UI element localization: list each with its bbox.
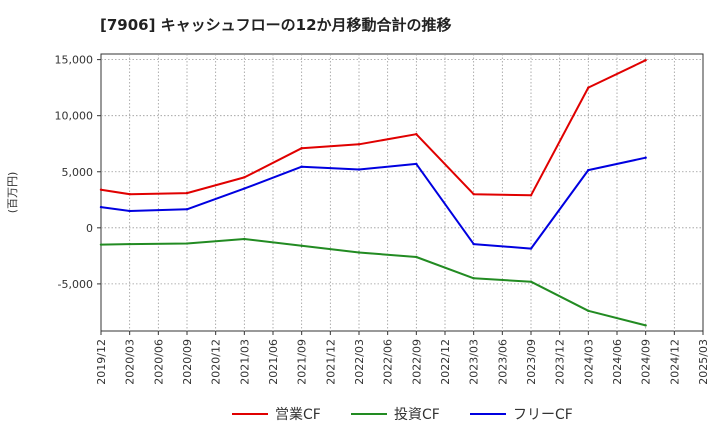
x-tick-label: 2022/03	[353, 339, 366, 385]
x-tick-label: 2024/06	[611, 339, 624, 385]
data-point	[415, 132, 418, 136]
legend-label-1: 営業CF	[275, 407, 321, 423]
data-point	[529, 247, 533, 250]
data-point	[415, 162, 418, 166]
data-point	[357, 168, 361, 171]
data-point	[472, 242, 475, 246]
data-point	[185, 242, 189, 245]
y-axis-label: (百万円)	[6, 172, 19, 214]
data-point	[300, 244, 303, 247]
data-point	[185, 208, 189, 211]
data-point	[300, 147, 303, 150]
data-point	[644, 324, 647, 327]
x-tick-label: 2024/12	[668, 339, 681, 385]
y-tick-label: 10,000	[55, 110, 94, 123]
x-tick-label: 2020/09	[181, 339, 194, 385]
data-point	[99, 205, 103, 209]
x-tick-label: 2021/06	[267, 339, 280, 385]
legend-label-2: 投資CF	[394, 407, 440, 423]
data-point	[472, 277, 475, 280]
data-point	[472, 192, 475, 196]
data-point	[529, 194, 533, 197]
data-point	[644, 156, 647, 159]
x-tick-label: 2023/09	[525, 339, 538, 385]
chart-title: [7906] キャッシュフローの12か月移動合計の推移	[100, 16, 452, 34]
data-point	[357, 143, 361, 146]
x-tick-label: 2020/12	[210, 339, 223, 385]
y-tick-label: 5,000	[62, 166, 94, 179]
x-tick-label: 2022/06	[382, 339, 395, 385]
data-point	[529, 280, 533, 283]
data-point	[99, 243, 103, 246]
x-tick-label: 2022/12	[439, 339, 452, 385]
data-point	[243, 176, 246, 179]
y-tick-label: 15,000	[55, 54, 94, 67]
data-point	[128, 209, 131, 213]
data-point	[644, 58, 647, 62]
data-point	[243, 187, 246, 190]
data-point	[587, 86, 590, 89]
data-point	[185, 191, 189, 195]
data-point	[99, 188, 103, 191]
x-tick-label: 2023/06	[496, 339, 509, 385]
y-tick-label: -5,000	[58, 278, 93, 291]
data-point	[587, 168, 590, 172]
data-point	[128, 242, 131, 246]
data-point	[587, 309, 590, 313]
x-tick-label: 2023/12	[554, 339, 567, 385]
data-point	[300, 165, 303, 168]
data-point	[243, 237, 246, 241]
x-tick-label: 2019/12	[95, 339, 108, 385]
data-point	[415, 255, 418, 259]
x-tick-label: 2020/06	[152, 339, 165, 385]
y-tick-label: 0	[86, 222, 93, 235]
data-point	[128, 192, 131, 196]
data-point	[357, 251, 361, 254]
x-tick-label: 2022/09	[410, 339, 423, 385]
x-tick-label: 2020/03	[124, 339, 137, 385]
x-tick-label: 2024/09	[640, 339, 653, 385]
x-tick-label: 2021/09	[296, 339, 309, 385]
x-tick-label: 2023/03	[468, 339, 481, 385]
x-tick-label: 2021/12	[324, 339, 337, 385]
legend-label-3: フリーCF	[513, 407, 573, 423]
x-tick-label: 2024/03	[582, 339, 595, 385]
x-tick-label: 2021/03	[238, 339, 251, 385]
x-tick-label: 2025/03	[697, 339, 710, 385]
plot-area	[100, 53, 704, 332]
